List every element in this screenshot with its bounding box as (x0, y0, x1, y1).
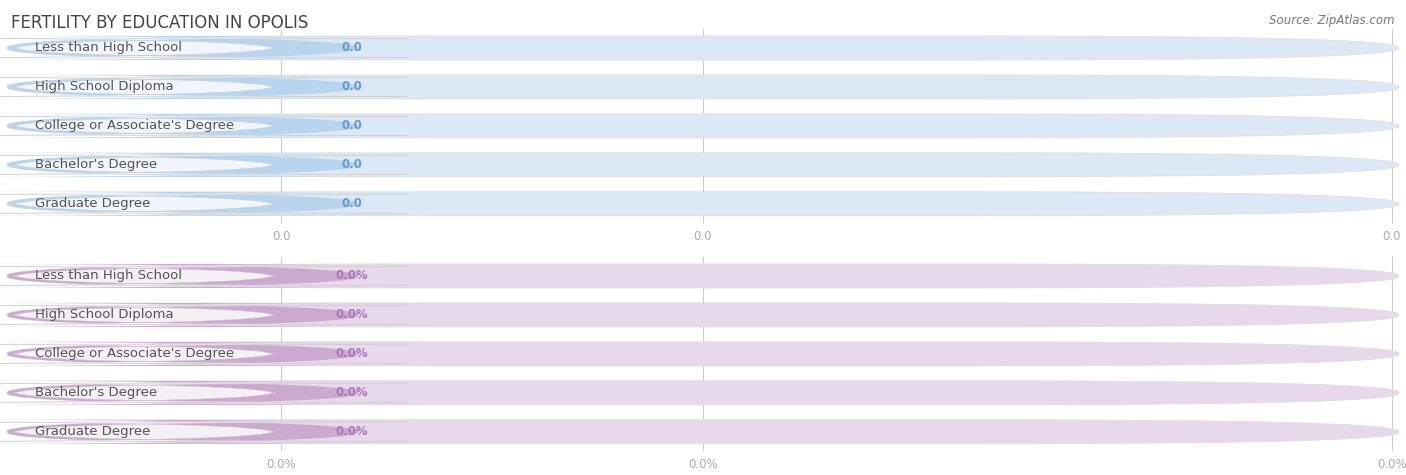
Text: 0.0%: 0.0% (335, 425, 368, 438)
Text: 0.0: 0.0 (342, 119, 361, 133)
FancyBboxPatch shape (7, 303, 1399, 327)
FancyBboxPatch shape (0, 264, 429, 288)
FancyBboxPatch shape (0, 420, 429, 444)
Text: College or Associate's Degree: College or Associate's Degree (35, 119, 235, 133)
Text: Less than High School: Less than High School (35, 41, 183, 55)
FancyBboxPatch shape (7, 264, 1399, 288)
FancyBboxPatch shape (0, 155, 408, 175)
FancyBboxPatch shape (7, 420, 1399, 444)
FancyBboxPatch shape (0, 422, 408, 442)
Text: High School Diploma: High School Diploma (35, 308, 174, 322)
Text: 0.0%: 0.0% (688, 458, 718, 471)
FancyBboxPatch shape (0, 303, 429, 327)
Text: Bachelor's Degree: Bachelor's Degree (35, 386, 157, 399)
FancyBboxPatch shape (0, 342, 429, 366)
FancyBboxPatch shape (7, 192, 1399, 216)
Text: 0.0: 0.0 (342, 80, 361, 94)
Text: 0.0: 0.0 (342, 41, 361, 55)
FancyBboxPatch shape (0, 153, 429, 177)
Text: 0.0: 0.0 (271, 230, 291, 243)
Text: Graduate Degree: Graduate Degree (35, 197, 150, 210)
Text: 0.0%: 0.0% (1376, 458, 1406, 471)
Text: Graduate Degree: Graduate Degree (35, 425, 150, 438)
FancyBboxPatch shape (7, 342, 1399, 366)
Text: 0.0%: 0.0% (266, 458, 297, 471)
FancyBboxPatch shape (7, 114, 1399, 138)
FancyBboxPatch shape (0, 381, 429, 405)
Text: FERTILITY BY EDUCATION IN OPOLIS: FERTILITY BY EDUCATION IN OPOLIS (11, 14, 309, 32)
Text: 0.0%: 0.0% (335, 308, 368, 322)
FancyBboxPatch shape (7, 153, 1399, 177)
Text: 0.0: 0.0 (342, 197, 361, 210)
Text: 0.0: 0.0 (693, 230, 713, 243)
Text: 0.0%: 0.0% (335, 386, 368, 399)
Text: 0.0: 0.0 (1382, 230, 1402, 243)
Text: 0.0%: 0.0% (335, 269, 368, 283)
FancyBboxPatch shape (0, 75, 429, 99)
FancyBboxPatch shape (0, 36, 429, 60)
Text: Less than High School: Less than High School (35, 269, 183, 283)
FancyBboxPatch shape (0, 305, 408, 325)
FancyBboxPatch shape (0, 192, 429, 216)
FancyBboxPatch shape (0, 344, 408, 364)
Text: 0.0%: 0.0% (335, 347, 368, 361)
Text: 0.0: 0.0 (342, 158, 361, 171)
FancyBboxPatch shape (7, 36, 1399, 60)
FancyBboxPatch shape (0, 266, 408, 286)
Text: Bachelor's Degree: Bachelor's Degree (35, 158, 157, 171)
Text: Source: ZipAtlas.com: Source: ZipAtlas.com (1270, 14, 1395, 27)
FancyBboxPatch shape (0, 114, 429, 138)
FancyBboxPatch shape (0, 38, 408, 57)
FancyBboxPatch shape (0, 116, 408, 135)
Text: High School Diploma: High School Diploma (35, 80, 174, 94)
FancyBboxPatch shape (0, 194, 408, 214)
FancyBboxPatch shape (7, 381, 1399, 405)
FancyBboxPatch shape (0, 383, 408, 403)
FancyBboxPatch shape (0, 77, 408, 96)
FancyBboxPatch shape (7, 75, 1399, 99)
Text: College or Associate's Degree: College or Associate's Degree (35, 347, 235, 361)
